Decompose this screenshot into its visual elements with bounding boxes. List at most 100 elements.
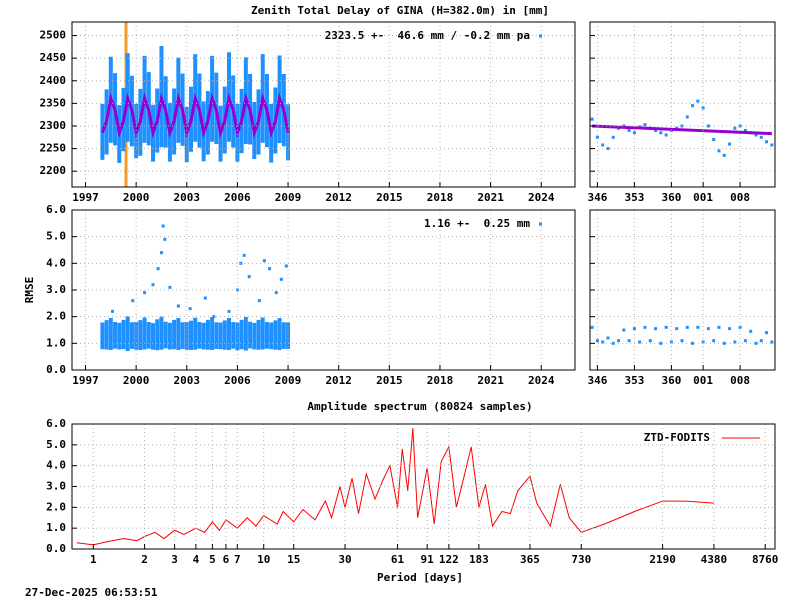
point xyxy=(601,143,605,147)
series-line xyxy=(100,92,290,139)
x-tick-label: 2024 xyxy=(528,374,555,387)
plot-area xyxy=(76,428,714,546)
point xyxy=(728,142,732,146)
point xyxy=(680,339,684,343)
x-tick-label: 2012 xyxy=(325,374,352,387)
x-tick-label: 2 xyxy=(141,553,148,566)
plot-frame xyxy=(589,21,776,188)
point xyxy=(267,267,271,271)
x-tick-label: 30 xyxy=(338,553,351,566)
x-tick-label: 2021 xyxy=(477,374,504,387)
x-tick-label: 2009 xyxy=(275,191,302,204)
y-tick-label: 5.0 xyxy=(46,438,66,451)
point xyxy=(738,124,742,128)
y-axis-label: RMSE xyxy=(23,277,36,304)
x-tick-label: 2003 xyxy=(174,374,201,387)
y-tick-label: 2.0 xyxy=(46,500,66,513)
point xyxy=(675,327,679,331)
x-tick-label: 730 xyxy=(571,553,591,566)
point xyxy=(691,341,695,345)
point xyxy=(590,325,594,329)
series-line xyxy=(592,124,772,136)
y-tick-label: 2400 xyxy=(40,74,67,87)
y-tick-label: 0.0 xyxy=(46,363,66,376)
y-tick-label: 5.0 xyxy=(46,230,66,243)
point xyxy=(659,341,663,345)
point xyxy=(691,104,695,108)
y-tick-label: 1.0 xyxy=(46,336,66,349)
x-tick-label: 1997 xyxy=(72,374,99,387)
point xyxy=(595,135,599,139)
point xyxy=(606,147,610,151)
point xyxy=(151,283,155,287)
point xyxy=(696,99,700,103)
point xyxy=(765,140,769,144)
point xyxy=(617,339,621,343)
point xyxy=(284,264,288,268)
point xyxy=(743,339,747,343)
point xyxy=(606,336,610,340)
point xyxy=(611,135,615,139)
x-tick-label: 2000 xyxy=(123,191,150,204)
point xyxy=(664,133,668,137)
point xyxy=(279,277,283,281)
legend-key xyxy=(539,222,542,226)
point xyxy=(738,325,742,329)
y-tick-label: 2200 xyxy=(40,164,67,177)
point xyxy=(161,224,165,228)
x-tick-label: 1997 xyxy=(72,191,99,204)
x-tick-label: 365 xyxy=(520,553,540,566)
plot-frame xyxy=(71,423,776,550)
point xyxy=(159,251,163,255)
y-tick-label: 4.0 xyxy=(46,256,66,269)
x-tick-label: 353 xyxy=(624,191,644,204)
x-tick-label: 2012 xyxy=(325,191,352,204)
x-tick-label: 91 xyxy=(421,553,435,566)
point xyxy=(728,327,732,331)
plot-area xyxy=(100,22,291,187)
point xyxy=(111,309,115,313)
y-tick-label: 3.0 xyxy=(46,480,66,493)
legend-label: 2323.5 +- 46.6 mm / -0.2 mm pa xyxy=(325,29,530,42)
x-tick-label: 4380 xyxy=(701,553,728,566)
point xyxy=(733,126,737,130)
point xyxy=(638,340,642,344)
plot-frame xyxy=(589,209,776,371)
x-tick-label: 346 xyxy=(587,191,607,204)
point xyxy=(712,339,716,343)
x-tick-label: 2009 xyxy=(275,374,302,387)
point xyxy=(654,128,658,132)
point xyxy=(706,327,710,331)
x-tick-label: 61 xyxy=(391,553,405,566)
point xyxy=(770,143,774,147)
y-tick-label: 4.0 xyxy=(46,459,66,472)
plot-area xyxy=(590,325,774,345)
point xyxy=(648,339,652,343)
chart-title: Zenith Total Delay of GINA (H=382.0m) in… xyxy=(251,4,549,17)
plot-frame xyxy=(71,21,576,188)
y-tick-label: 6.0 xyxy=(46,417,66,430)
x-tick-label: 001 xyxy=(693,191,713,204)
y-tick-label: 3.0 xyxy=(46,283,66,296)
x-tick-label: 2021 xyxy=(477,191,504,204)
x-tick-label: 353 xyxy=(624,374,644,387)
point xyxy=(754,341,758,345)
point xyxy=(696,325,700,329)
y-tick-label: 2450 xyxy=(40,51,67,64)
x-tick-label: 3 xyxy=(171,553,178,566)
point xyxy=(664,325,668,329)
point xyxy=(595,339,599,343)
x-tick-label: 183 xyxy=(469,553,489,566)
point xyxy=(712,138,716,142)
x-tick-label: 7 xyxy=(234,553,241,566)
chart-title: Amplitude spectrum (80824 samples) xyxy=(307,400,532,413)
x-tick-label: 2006 xyxy=(224,191,251,204)
y-tick-label: 1.0 xyxy=(46,521,66,534)
y-tick-label: 2.0 xyxy=(46,310,66,323)
x-axis-label: Period [days] xyxy=(377,571,463,584)
point xyxy=(168,285,172,289)
point xyxy=(654,327,658,331)
point xyxy=(203,296,207,300)
